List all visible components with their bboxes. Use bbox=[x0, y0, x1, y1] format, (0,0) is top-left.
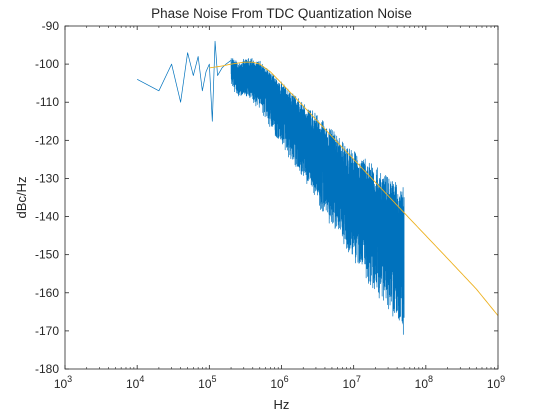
series-layer bbox=[137, 40, 499, 335]
y-tick-label: -180 bbox=[35, 362, 59, 376]
y-tick-label: -140 bbox=[35, 210, 59, 224]
series-line-simulated bbox=[137, 40, 405, 335]
x-tick-label: 109 bbox=[487, 374, 505, 391]
y-tick-label: -120 bbox=[35, 133, 59, 147]
x-tick-label: 106 bbox=[270, 374, 288, 391]
y-tick-label: -150 bbox=[35, 248, 59, 262]
y-tick-label: -90 bbox=[42, 19, 60, 33]
x-axis-label: Hz bbox=[274, 397, 290, 412]
plot-area bbox=[65, 26, 498, 369]
y-tick-label: -100 bbox=[35, 57, 59, 71]
series-line-model bbox=[209, 61, 499, 316]
x-tick-label: 104 bbox=[126, 374, 144, 391]
y-axis-label: dBc/Hz bbox=[14, 177, 29, 219]
chart-title: Phase Noise From TDC Quantization Noise bbox=[151, 6, 412, 21]
y-tick-label: -130 bbox=[35, 171, 59, 185]
x-tick-label: 103 bbox=[54, 374, 72, 391]
x-tick-label: 105 bbox=[198, 374, 216, 391]
y-tick-label: -110 bbox=[36, 95, 59, 109]
y-tick-label: -170 bbox=[35, 324, 59, 338]
x-tick-label: 108 bbox=[415, 374, 433, 391]
tick-label-layer: -90-100-110-120-130-140-150-160-170-1801… bbox=[35, 19, 505, 391]
x-tick-label: 107 bbox=[342, 374, 360, 391]
y-tick-label: -160 bbox=[35, 286, 59, 300]
tick-layer bbox=[64, 25, 499, 370]
